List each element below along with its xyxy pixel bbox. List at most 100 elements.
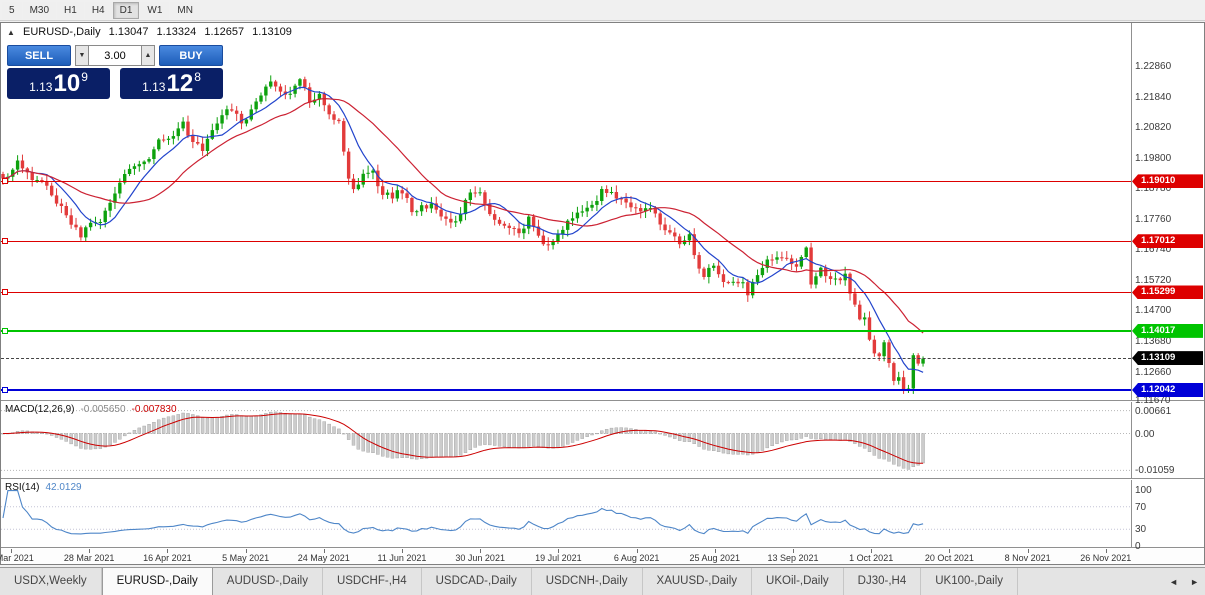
tab-scroll-right-icon[interactable]: ►: [1190, 576, 1199, 587]
chart-symbol-title: EURUSD-,Daily: [22, 26, 101, 38]
buy-button[interactable]: BUY: [159, 45, 223, 66]
date-label: 5 May 2021: [222, 553, 270, 563]
rsi-axis-label: 30: [1135, 524, 1147, 536]
tab-scroll-left-icon[interactable]: ◄: [1169, 576, 1179, 587]
date-axis[interactable]: 9 Mar 2021 28 Mar 2021 16 Apr 2021 5 May 20…: [0, 549, 1204, 564]
date-label: 11 Jun 2021: [377, 553, 427, 563]
buy-price-button[interactable]: 1.13 12 8: [120, 68, 223, 99]
horizontal-line-1.12042[interactable]: [1, 389, 1131, 391]
date-tick: [1105, 549, 1107, 553]
chart-tab-uk100-daily[interactable]: UK100-,Daily: [921, 568, 1018, 595]
price-level-badge-1.14017: 1.14017: [1132, 323, 1203, 338]
timeframe-button-5[interactable]: 5: [2, 1, 22, 19]
line-handle-1.19010[interactable]: [2, 178, 8, 185]
date-tick: [11, 549, 12, 553]
current-price-badge: 1.13109: [1132, 351, 1203, 366]
volume-increase-button[interactable]: ▲: [141, 45, 155, 66]
timeframe-button-w1[interactable]: W1: [140, 1, 170, 19]
chart-tab-xauusd-daily[interactable]: XAUUSD-,Daily: [643, 568, 753, 595]
chart-tab-usdcad-daily[interactable]: USDCAD-,Daily: [422, 568, 532, 595]
ohlc-high: 1.13324: [156, 26, 197, 38]
rsi-name: RSI(14): [5, 482, 40, 493]
chart-region: ▲ EURUSD-,Daily 1.13047 1.13324 1.12657 …: [0, 22, 1205, 565]
line-handle-1.15299[interactable]: [2, 289, 8, 296]
date-label: 19 Jul 2021: [535, 553, 582, 563]
date-label: 6 Aug 2021: [613, 553, 660, 563]
date-tick: [480, 549, 482, 553]
horizontal-line-1.14017[interactable]: [1, 329, 1131, 332]
price-axis-label: 1.14700: [1135, 305, 1172, 317]
price-axis-label: 1.18780: [1135, 183, 1172, 195]
chart-header: ▲ EURUSD-,Daily 1.13047 1.13324 1.12657 …: [7, 26, 297, 38]
current-price-line: [1, 358, 1131, 360]
macd-main-value: -0.005650: [80, 404, 126, 415]
chart-tab-bar: USDX,Weekly EURUSD-,Daily AUDUSD-,Daily USD…: [0, 567, 1205, 595]
chart-tab-usdchf-h4[interactable]: USDCHF-,H4: [323, 568, 422, 595]
sell-price-prefix: 1.13: [29, 79, 53, 94]
macd-name: MACD(12,26,9): [5, 404, 75, 415]
macd-label: MACD(12,26,9) -0.005650 -0.007830: [5, 404, 177, 415]
date-tick: [89, 549, 91, 553]
volume-input[interactable]: [89, 45, 141, 66]
rsi-value: 42.0129: [45, 482, 82, 493]
price-axis-label: 1.22860: [1135, 61, 1172, 73]
buy-price-prefix: 1.13: [142, 79, 166, 94]
rsi-axis-label: 0: [1135, 541, 1141, 552]
date-tick: [793, 549, 794, 553]
price-axis-label: 1.13680: [1135, 335, 1172, 347]
timeframe-button-m30[interactable]: M30: [22, 1, 57, 19]
volume-decrease-button[interactable]: ▼: [75, 45, 89, 66]
timeframe-toolbar: 5 M30 H1 H4 D1 W1 MN: [0, 0, 1205, 21]
line-handle-1.12042[interactable]: [2, 387, 8, 393]
macd-axis-label: 0.00: [1135, 428, 1155, 440]
horizontal-line-1.19010[interactable]: [1, 180, 1131, 182]
line-handle-1.14017[interactable]: [2, 327, 8, 334]
chart-tab-ukoil-daily[interactable]: UKOil-,Daily: [752, 568, 844, 595]
price-level-badge-1.19010: 1.19010: [1132, 174, 1203, 189]
timeframe-button-mn[interactable]: MN: [170, 1, 200, 19]
date-label: 25 Aug 2021: [689, 553, 741, 563]
date-label: 16 Apr 2021: [143, 553, 192, 563]
timeframe-button-h4[interactable]: H4: [84, 1, 112, 19]
chart-tab-dj30-h4[interactable]: DJ30-,H4: [844, 568, 922, 595]
ohlc-low: 1.12657: [204, 26, 245, 38]
chart-tab-audusd-daily[interactable]: AUDUSD-,Daily: [213, 568, 323, 595]
price-axis-divider: [1131, 23, 1132, 400]
rsi-axis-divider: [1131, 480, 1132, 547]
macd-axis-label: 0.00661: [1135, 405, 1172, 417]
macd-plot[interactable]: [1, 402, 1131, 479]
volume-stepper: ▼ ▲: [75, 45, 155, 66]
date-tick: [323, 549, 325, 553]
sell-price-button[interactable]: 1.13 10 9: [7, 68, 110, 99]
one-click-trade-panel: SELL ▼ ▲ BUY 1.13 10 9 1.13 12 8: [7, 45, 223, 99]
timeframe-button-h1[interactable]: H1: [57, 1, 84, 19]
price-pane: ▲ EURUSD-,Daily 1.13047 1.13324 1.12657 …: [1, 23, 1204, 406]
chart-tab-usdx-weekly[interactable]: USDX,Weekly: [0, 568, 102, 595]
date-tick: [402, 549, 403, 553]
date-label: 20 Oct 2021: [924, 553, 974, 563]
timeframe-button-d1[interactable]: D1: [112, 1, 140, 19]
date-tick: [714, 549, 716, 553]
price-axis-label: 1.17760: [1135, 213, 1172, 225]
price-plot[interactable]: [1, 23, 1131, 401]
horizontal-line-1.15299[interactable]: [1, 291, 1131, 293]
chart-tab-usdcnh-daily[interactable]: USDCNH-,Daily: [532, 568, 643, 595]
rsi-plot[interactable]: [1, 480, 1131, 548]
price-axis-label: 1.12660: [1135, 366, 1172, 378]
date-tick: [558, 549, 560, 553]
line-handle-1.17012[interactable]: [2, 238, 8, 245]
macd-pane: MACD(12,26,9) -0.005650 -0.007830 0.00661 0…: [1, 402, 1204, 479]
date-label: 13 Sep 2021: [767, 553, 819, 563]
date-tick: [245, 549, 247, 553]
chart-tab-eurusd-daily[interactable]: EURUSD-,Daily: [101, 568, 213, 595]
rsi-axis-label: 70: [1135, 501, 1147, 513]
sell-button[interactable]: SELL: [7, 45, 71, 66]
price-level-badge-1.15299: 1.15299: [1132, 285, 1203, 300]
date-label: 1 Oct 2021: [849, 553, 894, 563]
horizontal-line-1.17012[interactable]: [1, 240, 1131, 242]
tab-scroll-arrows: ◄ ►: [1166, 568, 1202, 595]
chart-collapse-icon[interactable]: ▲: [7, 28, 15, 37]
sell-price-main: 10: [53, 69, 81, 97]
date-tick: [949, 549, 951, 553]
